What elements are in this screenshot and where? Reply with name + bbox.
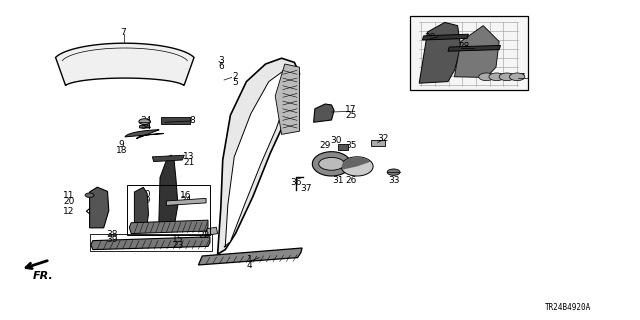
Text: 39: 39 xyxy=(106,236,118,244)
Text: 34: 34 xyxy=(140,116,152,124)
Text: 18: 18 xyxy=(116,146,127,155)
Polygon shape xyxy=(140,124,150,128)
Bar xyxy=(127,185,210,235)
Text: TR24B4920A: TR24B4920A xyxy=(545,303,591,312)
Text: 36: 36 xyxy=(290,178,301,187)
Text: 14: 14 xyxy=(198,225,209,234)
Circle shape xyxy=(489,73,504,81)
Polygon shape xyxy=(166,198,206,205)
Text: 23: 23 xyxy=(172,241,184,250)
Text: 6: 6 xyxy=(218,62,223,71)
Text: 17: 17 xyxy=(345,105,356,114)
Text: 12: 12 xyxy=(63,207,75,216)
Text: 11: 11 xyxy=(63,191,75,200)
Polygon shape xyxy=(275,64,300,134)
Text: 29: 29 xyxy=(319,141,331,150)
Polygon shape xyxy=(419,22,461,83)
Text: 38: 38 xyxy=(106,230,118,239)
Polygon shape xyxy=(341,157,373,176)
Polygon shape xyxy=(198,248,302,265)
Circle shape xyxy=(387,169,400,175)
Circle shape xyxy=(509,73,525,81)
Text: 21: 21 xyxy=(183,158,195,167)
Bar xyxy=(90,234,212,251)
Text: 7: 7 xyxy=(121,28,126,36)
Text: 28: 28 xyxy=(424,33,436,42)
Text: 22: 22 xyxy=(198,231,209,240)
Text: 34: 34 xyxy=(140,122,152,131)
Circle shape xyxy=(139,119,150,124)
Polygon shape xyxy=(125,130,164,139)
Text: 1: 1 xyxy=(247,255,252,264)
Text: 31: 31 xyxy=(332,176,344,185)
Text: 2: 2 xyxy=(233,72,238,81)
Text: 9: 9 xyxy=(119,140,124,149)
Text: 28: 28 xyxy=(458,42,470,51)
Polygon shape xyxy=(90,187,109,228)
Text: 10: 10 xyxy=(140,190,152,199)
Text: 32: 32 xyxy=(377,134,388,143)
Text: 5: 5 xyxy=(233,78,238,87)
Polygon shape xyxy=(152,155,184,162)
Text: FR.: FR. xyxy=(33,271,54,281)
Text: 24: 24 xyxy=(180,196,191,205)
Text: 35: 35 xyxy=(345,141,356,150)
Polygon shape xyxy=(224,70,292,247)
Text: 3: 3 xyxy=(218,56,223,65)
Text: 33: 33 xyxy=(388,176,399,185)
Circle shape xyxy=(479,73,494,81)
Polygon shape xyxy=(218,58,300,254)
Polygon shape xyxy=(56,43,194,85)
Bar xyxy=(410,16,528,90)
Polygon shape xyxy=(91,237,210,250)
Text: 30: 30 xyxy=(330,136,342,145)
Circle shape xyxy=(499,73,515,81)
Polygon shape xyxy=(312,152,351,176)
Polygon shape xyxy=(205,227,218,236)
Text: 19: 19 xyxy=(140,196,152,204)
Text: 4: 4 xyxy=(247,261,252,270)
Polygon shape xyxy=(129,220,208,234)
Bar xyxy=(161,117,190,124)
Polygon shape xyxy=(454,26,499,77)
Text: 20: 20 xyxy=(63,197,75,206)
Text: 13: 13 xyxy=(183,152,195,161)
Polygon shape xyxy=(134,187,148,231)
Circle shape xyxy=(319,157,344,170)
Text: 16: 16 xyxy=(180,191,191,200)
Text: 37: 37 xyxy=(300,184,312,193)
Polygon shape xyxy=(159,155,178,227)
Text: 15: 15 xyxy=(172,235,184,244)
Bar xyxy=(371,140,385,146)
Circle shape xyxy=(85,193,94,197)
Polygon shape xyxy=(342,157,371,170)
Polygon shape xyxy=(422,34,468,40)
Text: 26: 26 xyxy=(345,176,356,185)
Text: 27: 27 xyxy=(514,73,525,82)
Text: 25: 25 xyxy=(345,111,356,120)
Bar xyxy=(338,144,348,150)
Polygon shape xyxy=(448,45,500,51)
Polygon shape xyxy=(314,104,334,122)
Text: 8: 8 xyxy=(189,116,195,124)
